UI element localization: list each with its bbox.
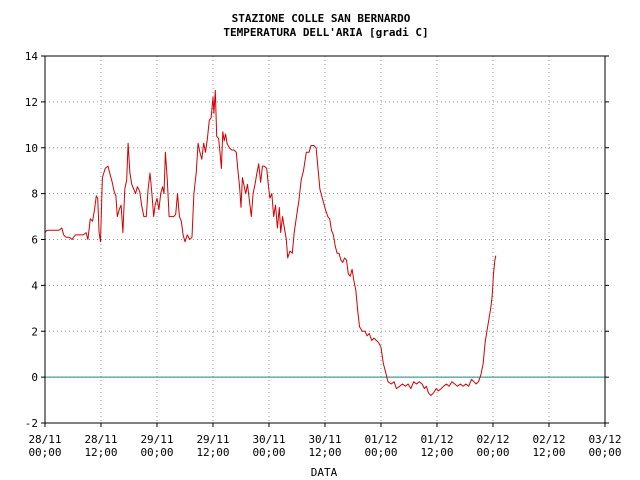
- x-tick-label-time: 00;00: [252, 446, 285, 459]
- x-axis: 28/1100;0028/1112;0029/1100;0029/1112;00…: [28, 423, 622, 459]
- x-tick-label-time: 00;00: [140, 446, 173, 459]
- x-tick-label-date: 29/11: [196, 433, 229, 446]
- x-tick-label-date: 01/12: [364, 433, 397, 446]
- x-tick-label-date: 28/11: [28, 433, 61, 446]
- x-tick-label-time: 12;00: [532, 446, 565, 459]
- x-tick-label-date: 30/11: [252, 433, 285, 446]
- series-layer: [44, 89, 497, 396]
- chart-title: STAZIONE COLLE SAN BERNARDO: [232, 12, 411, 25]
- y-tick-label: -2: [25, 417, 38, 430]
- x-tick-label-date: 01/12: [420, 433, 453, 446]
- y-axis: -2 0 2 4 6 8 10 12 14: [25, 50, 609, 430]
- x-tick-label-time: 12;00: [420, 446, 453, 459]
- y-tick-label: 8: [31, 188, 38, 201]
- y-tick-label: 2: [31, 325, 38, 338]
- x-tick-label-date: 02/12: [476, 433, 509, 446]
- x-tick-label-date: 28/11: [84, 433, 117, 446]
- grid: [45, 56, 605, 423]
- temperature-series-line: [44, 89, 497, 396]
- x-tick-label-time: 00;00: [588, 446, 621, 459]
- x-tick-label-time: 00;00: [364, 446, 397, 459]
- x-tick-label-date: 02/12: [532, 433, 565, 446]
- y-tick-label: 12: [25, 96, 38, 109]
- x-tick-label-time: 00;00: [476, 446, 509, 459]
- y-tick-label: 6: [31, 234, 38, 247]
- x-tick-label-time: 12;00: [196, 446, 229, 459]
- y-tick-label: 4: [31, 279, 38, 292]
- x-tick-label-time: 12;00: [308, 446, 341, 459]
- x-tick-label-date: 03/12: [588, 433, 621, 446]
- y-tick-label: 10: [25, 142, 38, 155]
- x-tick-label-time: 12;00: [84, 446, 117, 459]
- y-tick-label: 14: [25, 50, 39, 63]
- x-tick-label-time: 00;00: [28, 446, 61, 459]
- y-tick-label: 0: [31, 371, 38, 384]
- x-axis-label: DATA: [311, 466, 338, 479]
- x-tick-label-date: 30/11: [308, 433, 341, 446]
- chart-subtitle: TEMPERATURA DELL'ARIA [gradi C]: [223, 26, 428, 39]
- x-tick-label-date: 29/11: [140, 433, 173, 446]
